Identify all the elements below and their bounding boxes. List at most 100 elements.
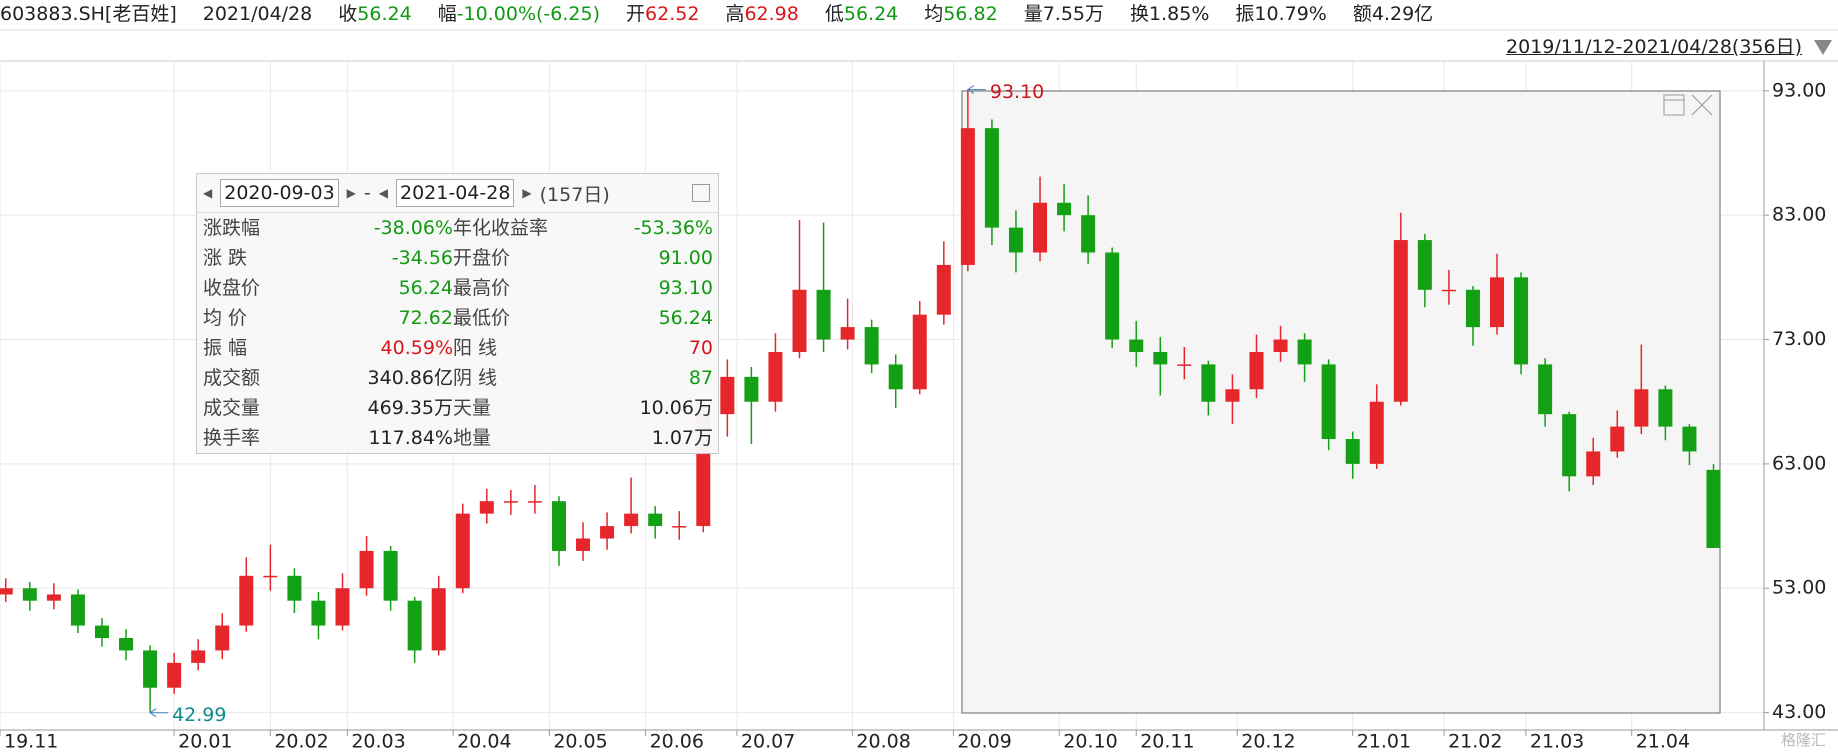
candle-body: [1441, 289, 1456, 292]
candle-body: [576, 538, 591, 551]
annotation-arrow: [967, 85, 986, 95]
stock-code: 603883.SH[老百姓]: [0, 3, 177, 25]
range-dropdown[interactable]: [1814, 40, 1832, 55]
x-tick-label: 19.11: [4, 731, 58, 753]
candle-body: [648, 513, 663, 527]
quote-label: 振: [1235, 3, 1255, 25]
quote-label: 额: [1352, 3, 1372, 25]
x-tick-label: 20.05: [553, 731, 607, 753]
quote-value: 62.52: [645, 3, 700, 25]
candle-body: [263, 575, 278, 578]
stat-label: 成交量: [203, 397, 261, 419]
candle-body: [624, 513, 639, 527]
candle-body: [672, 526, 687, 528]
candle-body: [1225, 389, 1240, 402]
stat-label: 换手率: [203, 427, 261, 449]
candle-body: [1610, 426, 1625, 452]
candle-body: [143, 650, 158, 688]
quote-label: 开: [626, 3, 646, 25]
selection-area[interactable]: [961, 90, 1721, 714]
candle-body: [551, 501, 566, 551]
stat-label: 均 价: [203, 307, 248, 329]
candle-body: [1682, 426, 1697, 452]
candle-body: [936, 264, 951, 315]
candles: [0, 89, 1721, 713]
stat-value: 340.86亿: [367, 367, 453, 389]
stats-row: 涨跌幅 -38.06% 年化收益率 -53.36%: [197, 213, 718, 243]
y-tick-label: 63.00: [1772, 452, 1826, 474]
quote-value: 10.79%: [1254, 3, 1327, 25]
stat-value: 93.10: [658, 277, 713, 299]
next-button[interactable]: ▶: [346, 186, 356, 200]
quote-value: -10.00%(-6.25): [456, 3, 600, 25]
candle-body: [455, 513, 470, 589]
candle-body: [1008, 227, 1023, 253]
quote-label: 收: [338, 3, 358, 25]
next-button[interactable]: ▶: [522, 186, 532, 200]
quote-item: 额4.29亿: [1353, 0, 1433, 28]
candle-body: [888, 364, 903, 390]
x-tick-label: 21.03: [1530, 731, 1584, 753]
x-tick-label: 20.10: [1063, 731, 1117, 753]
candle-body: [335, 588, 350, 626]
candle-body: [167, 662, 182, 688]
stat-value: 72.62: [398, 307, 453, 329]
quote-item: 高62.98: [725, 0, 798, 28]
stat-value: 91.00: [658, 247, 713, 269]
prev-button[interactable]: ◀: [378, 186, 388, 200]
annotation-arrow: [149, 708, 169, 718]
candle-body: [1465, 289, 1480, 328]
candle-body: [527, 501, 542, 503]
candle-body: [1273, 339, 1288, 352]
stat-value: 469.35万: [367, 397, 453, 419]
candle-body: [1345, 439, 1360, 464]
quote-item: 均56.82: [924, 0, 997, 28]
candle-body: [768, 351, 783, 402]
quote-item: 收56.24: [338, 0, 411, 28]
quote-date: 2021/04/28: [202, 3, 313, 25]
candle-body: [744, 376, 759, 402]
quote-value: 56.24: [843, 3, 899, 25]
candle-body: [792, 289, 807, 352]
stats-row: 涨 跌 -34.56 开盘价 91.00: [197, 243, 718, 273]
candle-body: [70, 594, 85, 626]
candle-body: [383, 550, 398, 601]
candle-body: [431, 588, 446, 651]
stat-value: 40.59%: [380, 337, 453, 359]
stat-label: 最低价: [453, 307, 511, 329]
candle-body: [1586, 451, 1601, 477]
candle-body: [864, 327, 879, 365]
quote-value: 56.82: [943, 3, 998, 25]
candle-body: [1153, 351, 1168, 365]
close-icon[interactable]: [1691, 94, 1713, 116]
annotation-label: 42.99: [172, 704, 226, 726]
stats-rows: 涨跌幅 -38.06% 年化收益率 -53.36% 涨 跌 -34.56 开盘价 91.00 收…: [197, 213, 718, 453]
candle-body: [0, 588, 13, 595]
prev-button[interactable]: ◀: [203, 186, 213, 200]
x-tick-label: 20.01: [178, 731, 232, 753]
close-panel[interactable]: [692, 184, 710, 202]
watermark: 格隆汇: [1780, 731, 1826, 749]
start-date[interactable]: 2020-09-03: [220, 179, 339, 207]
candle-body: [1057, 202, 1072, 216]
quote-label: 高: [725, 3, 745, 25]
candle-body: [503, 501, 518, 503]
stats-row: 成交额 340.86亿阴 线 87: [197, 363, 718, 393]
y-tick-label: 53.00: [1772, 577, 1826, 599]
stat-label: 收盘价: [203, 277, 261, 299]
stat-label: 阴 线: [453, 367, 498, 389]
quote-item: 换1.85%: [1130, 0, 1209, 28]
end-date[interactable]: 2021-04-28: [395, 179, 515, 207]
candle-body: [479, 501, 494, 514]
candle-body: [600, 526, 615, 539]
candle-body: [46, 594, 61, 601]
stat-value: 56.24: [658, 307, 713, 329]
candle-body: [1081, 215, 1096, 253]
candle-body: [1105, 252, 1120, 340]
quote-value: 4.29亿: [1371, 3, 1434, 25]
date-range[interactable]: 2019/11/12-2021/04/28(356日): [1506, 36, 1802, 58]
stat-label: 涨 跌: [203, 247, 248, 269]
y-tick-label: 83.00: [1772, 204, 1826, 226]
maximize-icon[interactable]: [1663, 94, 1685, 116]
